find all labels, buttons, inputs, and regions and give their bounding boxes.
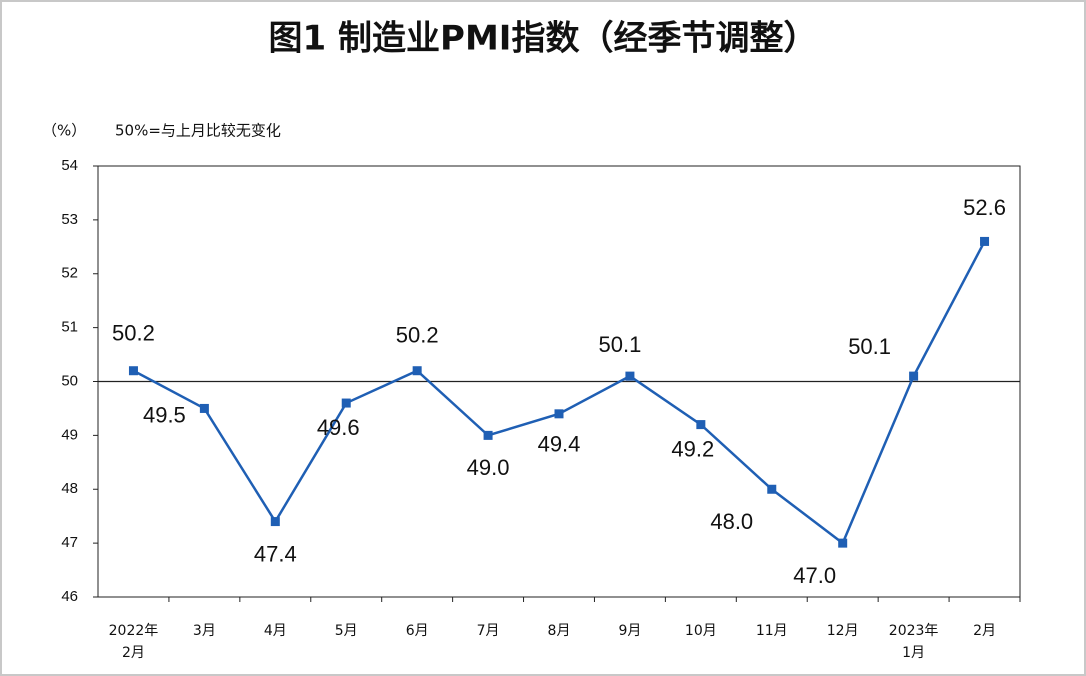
chart-title: 图1 制造业PMI指数（经季节调整） xyxy=(269,19,818,59)
value-label: 49.0 xyxy=(467,455,510,480)
x-tick-label: 7月 xyxy=(477,623,500,639)
y-tick-label: 54 xyxy=(61,157,78,174)
x-tick-label: 5月 xyxy=(335,623,358,639)
y-tick-label: 46 xyxy=(61,588,78,605)
value-label: 50.2 xyxy=(396,323,439,348)
value-label: 50.2 xyxy=(112,321,155,346)
y-tick-label: 53 xyxy=(61,211,78,228)
x-tick-label: 12月 xyxy=(827,623,859,639)
point xyxy=(483,430,493,440)
y-tick-label: 49 xyxy=(61,426,78,443)
y-tick-label: 52 xyxy=(61,265,78,282)
point xyxy=(625,371,635,381)
point xyxy=(128,366,138,376)
x-tick-label: 2023年 1月 xyxy=(889,623,939,661)
x-tick-label: 8月 xyxy=(548,623,571,639)
point xyxy=(980,236,990,246)
value-label: 52.6 xyxy=(963,195,1006,220)
x-tick-label: 4月 xyxy=(264,623,287,639)
x-tick-label: 10月 xyxy=(685,623,717,639)
point xyxy=(909,371,919,381)
value-label: 49.4 xyxy=(538,432,581,457)
value-label: 49.6 xyxy=(317,415,360,440)
point xyxy=(696,420,706,430)
point xyxy=(341,398,351,408)
point xyxy=(767,484,777,494)
value-label: 49.5 xyxy=(143,402,186,427)
x-tick-label: 2022年 2月 xyxy=(109,623,159,661)
y-tick-label: 47 xyxy=(61,534,78,551)
value-label: 48.0 xyxy=(710,509,753,534)
y-tick-label: 51 xyxy=(61,319,78,336)
value-label: 50.1 xyxy=(599,332,642,357)
point xyxy=(554,409,564,419)
value-label: 49.2 xyxy=(671,436,714,461)
x-tick-label: 6月 xyxy=(406,623,429,639)
point xyxy=(838,538,848,548)
annotation: 50%=与上月比较无变化 xyxy=(115,122,281,140)
y-unit: （%） xyxy=(42,122,86,140)
x-tick-label: 11月 xyxy=(756,623,788,639)
x-tick-label: 3月 xyxy=(193,623,216,639)
x-tick-label: 2月 xyxy=(973,623,996,639)
value-label: 50.1 xyxy=(848,334,891,359)
point xyxy=(412,366,422,376)
y-tick-label: 48 xyxy=(61,480,78,497)
value-label: 47.0 xyxy=(793,563,836,588)
point xyxy=(199,403,209,413)
value-label: 47.4 xyxy=(254,541,297,566)
x-tick-label: 9月 xyxy=(618,623,641,639)
y-tick-label: 50 xyxy=(61,372,78,389)
point xyxy=(270,517,280,527)
